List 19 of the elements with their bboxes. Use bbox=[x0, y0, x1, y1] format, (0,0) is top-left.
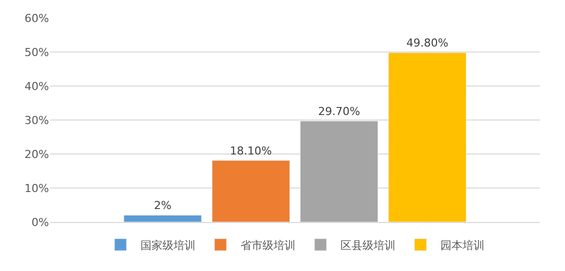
legend-label: 省市级培训 bbox=[240, 238, 296, 252]
legend-label: 园本培训 bbox=[440, 238, 484, 252]
data-label: 29.70% bbox=[318, 105, 360, 118]
data-label: 2% bbox=[154, 199, 172, 212]
legend-label: 国家级培训 bbox=[140, 238, 196, 252]
y-tick-label: 10% bbox=[24, 182, 49, 195]
bar bbox=[388, 52, 466, 222]
y-tick-label: 60% bbox=[24, 12, 49, 25]
y-tick-label: 30% bbox=[24, 114, 49, 127]
data-label: 49.80% bbox=[406, 36, 448, 50]
data-label: 18.10% bbox=[230, 144, 272, 158]
y-tick-label: 0% bbox=[32, 216, 49, 229]
bar bbox=[212, 160, 290, 222]
bar bbox=[124, 214, 202, 222]
bar bbox=[300, 120, 378, 222]
legend-label: 区县级培训 bbox=[340, 238, 396, 252]
y-tick-label: 50% bbox=[24, 46, 49, 59]
y-tick-label: 20% bbox=[24, 148, 49, 161]
y-tick-label: 40% bbox=[24, 80, 49, 93]
